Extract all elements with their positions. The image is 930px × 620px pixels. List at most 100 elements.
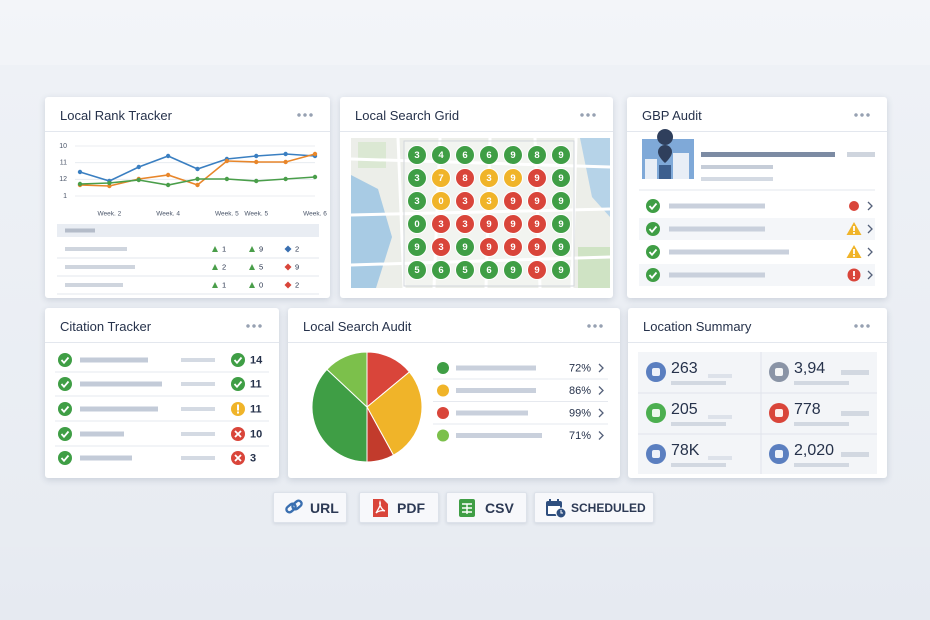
trend-icon <box>284 281 292 289</box>
chevron <box>867 270 873 280</box>
search-audit-card: Local Search Audit 72% 86% 99% 71% <box>288 308 620 478</box>
grid-rank: 3 <box>462 219 467 230</box>
stat-icon-glyph <box>775 409 783 417</box>
check-icon <box>231 377 245 391</box>
x-tick-label: Week. 4 <box>156 211 180 218</box>
grid-rank: 3 <box>438 242 443 253</box>
x-tick-label: Week. 5 <box>215 211 239 218</box>
x-tick-label: Week. 5 <box>244 211 268 218</box>
water <box>580 138 610 217</box>
placeholder <box>456 388 536 393</box>
check-icon <box>58 377 72 391</box>
chevron <box>598 386 604 395</box>
trend-icon <box>212 246 218 252</box>
grid-rank: 8 <box>462 173 467 184</box>
check-mark <box>60 356 70 365</box>
grid-rank-dot <box>455 260 475 280</box>
stat-icon-glyph <box>652 368 660 376</box>
chevron <box>867 201 873 211</box>
check-icon <box>58 427 72 441</box>
grid-rank: 9 <box>558 150 563 161</box>
placeholder <box>708 374 732 378</box>
line-point <box>254 159 259 165</box>
grid-rank-dot <box>479 191 499 211</box>
warning-mark <box>237 404 239 411</box>
check-icon <box>58 353 72 367</box>
placeholder <box>65 265 135 269</box>
chevron <box>867 224 873 234</box>
grid-rank: 9 <box>534 196 539 207</box>
grid-rank: 5 <box>414 265 420 276</box>
line-point <box>283 151 288 157</box>
buildings <box>645 153 689 179</box>
gbp-audit-body <box>639 129 875 286</box>
button-label: URL <box>310 500 339 516</box>
card-header: Local Search Audit <box>288 308 620 343</box>
placeholder <box>80 431 124 437</box>
citation-tracker-body: 14 11 11 10 3 <box>55 353 269 465</box>
rank-change: 5 <box>259 262 263 271</box>
menu-dots[interactable] <box>586 324 604 328</box>
pdf-button[interactable]: PDF <box>359 492 439 523</box>
check-mark <box>648 202 658 211</box>
grid-rank-dot <box>479 168 499 188</box>
grid-rank: 9 <box>486 219 491 230</box>
grid-rank: 9 <box>510 265 515 276</box>
stat-value: 2,020 <box>794 442 834 459</box>
check-icon <box>646 222 660 236</box>
grid-rank-dot <box>479 260 499 280</box>
placeholder <box>669 272 765 278</box>
grid-rank-dot <box>455 145 475 165</box>
grid-rank-dot <box>431 191 451 211</box>
grid-rank: 9 <box>414 242 419 253</box>
stat-icon-glyph <box>775 450 783 458</box>
menu-dots[interactable] <box>296 113 314 117</box>
stat-value: 263 <box>671 360 698 377</box>
line-point <box>77 169 83 175</box>
grid-rank: 6 <box>486 265 491 276</box>
menu-dots[interactable] <box>245 324 263 328</box>
grid-rank-dot <box>479 145 499 165</box>
check-mark <box>648 271 658 280</box>
menu-dots[interactable] <box>853 113 871 117</box>
grid-rank: 9 <box>510 196 515 207</box>
line-point <box>312 174 318 180</box>
status-icon <box>849 201 859 211</box>
line-point <box>195 182 200 188</box>
grid-rank-dot <box>503 214 523 234</box>
placeholder <box>65 247 127 251</box>
check-mark <box>648 225 658 234</box>
pdf-icon <box>373 499 388 517</box>
pie-slice <box>366 371 423 456</box>
trend-icon <box>284 245 292 253</box>
url-button[interactable]: URL <box>273 492 347 523</box>
pie-slice <box>311 368 368 463</box>
placeholder <box>708 456 732 460</box>
citation-count: 11 <box>250 403 262 415</box>
grid-rank-dot <box>455 191 475 211</box>
menu-dots[interactable] <box>579 113 597 117</box>
placeholder <box>456 365 536 371</box>
location-summary-body: 263 3,94 205 778 78K 2,020 <box>638 352 877 474</box>
button-label: PDF <box>397 500 425 516</box>
grid-rank: 9 <box>558 196 563 207</box>
metric-value: 72% <box>569 362 591 374</box>
park <box>358 142 386 168</box>
grid-rank-dot <box>551 145 571 165</box>
grid-rank: 0 <box>414 219 419 230</box>
placeholder <box>671 422 726 426</box>
grid-rank: 3 <box>438 219 443 230</box>
grid-rank-dot <box>431 237 451 257</box>
grid-rank: 8 <box>534 150 539 161</box>
grid-rank: 9 <box>462 242 467 253</box>
csv-button[interactable]: CSV <box>446 492 527 523</box>
grid-rank-dot <box>551 191 571 211</box>
line-point <box>312 151 318 157</box>
stat-icon-glyph <box>652 409 660 417</box>
scheduled-button[interactable]: SCHEDULED <box>534 492 654 523</box>
menu-dots[interactable] <box>853 324 871 328</box>
line-point <box>77 181 83 187</box>
card-header: Location Summary <box>628 308 887 343</box>
x-tick-label: Week. 6 <box>303 211 327 218</box>
check-icon <box>646 245 660 259</box>
